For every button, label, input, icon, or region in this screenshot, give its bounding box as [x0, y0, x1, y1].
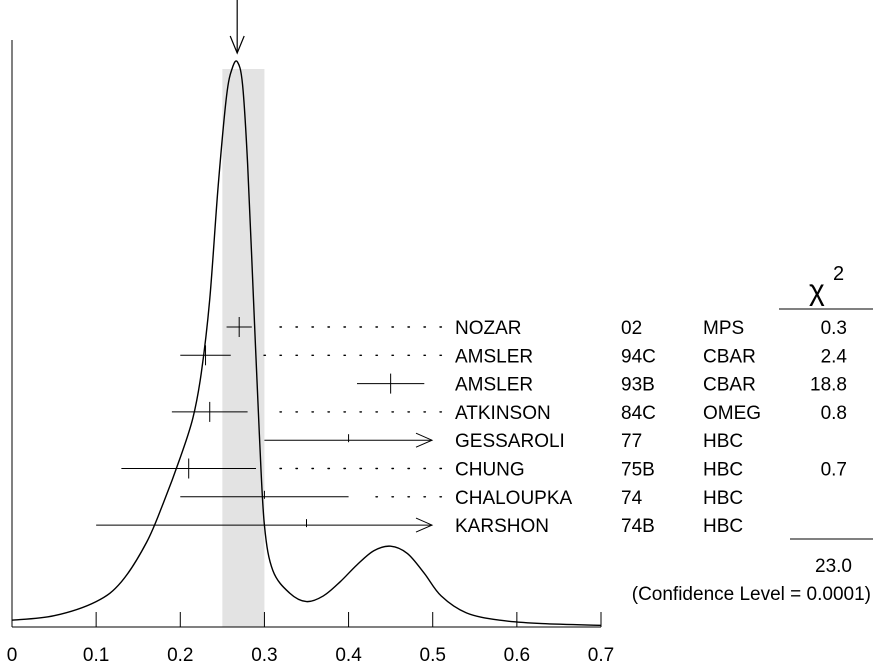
- measurement-row: GESSAROLI 77 HBC: [264, 431, 743, 452]
- experiment-technique: HBC: [703, 516, 743, 537]
- x-tick-label: 0.3: [251, 645, 277, 666]
- experiment-technique: OMEG: [703, 403, 761, 424]
- error-bar-arrowhead: [415, 517, 434, 533]
- measurement-row: CHALOUPKA 74 HBC: [180, 488, 743, 509]
- chi2-superscript: 2: [833, 263, 844, 285]
- measurement-row: AMSLER 93B CBAR 18.8: [356, 373, 847, 396]
- experiment-technique: HBC: [703, 488, 743, 509]
- experiment-year: 75B: [621, 460, 655, 481]
- experiment-year: 74B: [621, 516, 655, 537]
- experiment-technique: CBAR: [703, 346, 756, 367]
- measurement-row: NOZAR 02 MPS 0.3: [226, 317, 847, 339]
- x-tick-label: 0.2: [167, 645, 193, 666]
- measurement-row: CHUNG 75B HBC 0.7: [121, 458, 847, 481]
- experiment-name: CHALOUPKA: [455, 488, 573, 509]
- experiment-name: AMSLER: [455, 375, 533, 396]
- experiment-name: AMSLER: [455, 346, 533, 367]
- experiment-chi2: 0.8: [821, 403, 847, 424]
- experiment-name: NOZAR: [455, 318, 522, 339]
- experiment-chi2: 2.4: [821, 346, 848, 367]
- experiment-year: 77: [621, 431, 642, 452]
- x-tick-label: 0.1: [83, 645, 109, 666]
- experiment-technique: HBC: [703, 460, 743, 481]
- experiment-technique: CBAR: [703, 375, 756, 396]
- weighted-average-band: [222, 69, 265, 627]
- chi2-header: χ: [809, 274, 825, 307]
- experiment-technique: MPS: [703, 318, 744, 339]
- experiment-year: 93B: [621, 375, 655, 396]
- chi2-total: 23.0: [815, 556, 852, 577]
- measurement-row: AMSLER 94C CBAR 2.4: [180, 345, 847, 367]
- experiment-year: 94C: [621, 346, 656, 367]
- experiment-name: CHUNG: [455, 460, 525, 481]
- experiment-year: 74: [621, 488, 643, 509]
- experiment-year: 02: [621, 318, 642, 339]
- ideogram-curve: [11, 60, 602, 627]
- x-tick-label: 0: [7, 645, 18, 666]
- experiment-name: KARSHON: [455, 516, 549, 537]
- x-tick-label: 0.6: [504, 645, 530, 666]
- confidence-level: (Confidence Level = 0.0001): [632, 584, 871, 605]
- experiment-name: GESSAROLI: [455, 431, 565, 452]
- experiment-name: ATKINSON: [455, 403, 551, 424]
- experiment-chi2: 18.8: [810, 375, 847, 396]
- x-tick-label: 0.4: [335, 645, 362, 666]
- weighted-average-arrowhead: [229, 35, 245, 55]
- experiment-technique: HBC: [703, 431, 743, 452]
- measurement-row: KARSHON 74B HBC: [96, 516, 743, 537]
- experiment-chi2: 0.7: [821, 460, 847, 481]
- x-tick-label: 0.7: [588, 645, 614, 666]
- measurement-row: ATKINSON 84C OMEG 0.8: [171, 401, 847, 424]
- x-tick-label: 0.5: [420, 645, 446, 666]
- experiment-year: 84C: [621, 403, 656, 424]
- error-bar-arrowhead: [415, 432, 434, 448]
- experiment-chi2: 0.3: [821, 318, 847, 339]
